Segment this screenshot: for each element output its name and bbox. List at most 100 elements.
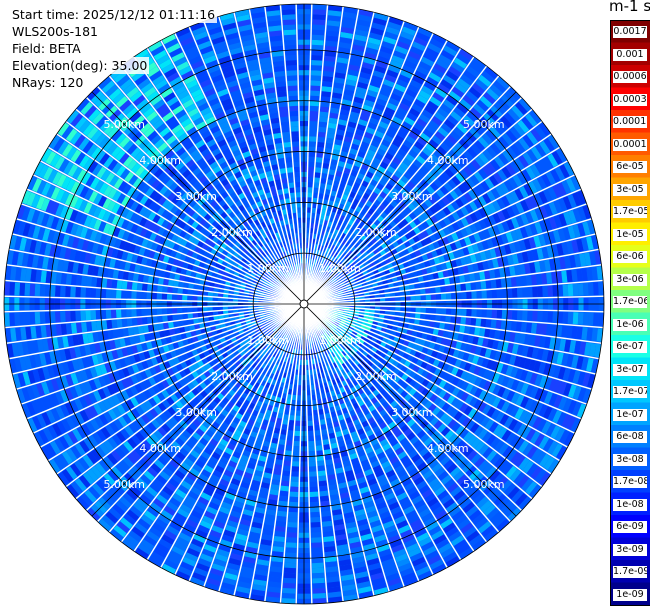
range-gate — [387, 21, 402, 31]
range-gate — [556, 352, 564, 365]
range-gate — [465, 419, 476, 431]
range-gate — [563, 161, 575, 176]
range-gate — [356, 283, 363, 288]
range-gate — [416, 443, 426, 453]
range-gate — [330, 411, 337, 418]
range-gate — [314, 254, 319, 261]
range-gate — [397, 179, 406, 188]
range-gate — [460, 257, 467, 266]
range-gate — [388, 178, 397, 187]
range-gate — [318, 352, 323, 358]
range-gate — [373, 381, 381, 389]
range-gate — [333, 400, 340, 407]
range-gate — [424, 236, 433, 245]
range-gate — [405, 223, 413, 232]
range-gate — [562, 227, 571, 240]
range-gate — [357, 449, 366, 458]
range-gate — [464, 325, 471, 334]
range-gate — [343, 465, 353, 472]
range-gate — [445, 193, 455, 203]
range-gate — [283, 577, 296, 584]
range-gate — [518, 457, 530, 471]
range-gate — [286, 537, 297, 543]
range-gate — [337, 261, 343, 267]
range-gate — [412, 523, 425, 534]
range-gate — [381, 460, 391, 469]
range-gate — [315, 445, 323, 451]
range-gate — [359, 168, 367, 176]
range-gate — [321, 339, 326, 346]
range-gate — [413, 382, 421, 391]
range-gate — [420, 433, 430, 443]
range-gate — [322, 327, 328, 333]
range-gate — [327, 174, 335, 181]
range-gate — [283, 567, 296, 574]
range-gate — [410, 422, 419, 432]
range-gate — [322, 199, 329, 206]
range-gate — [418, 536, 432, 547]
range-gate — [449, 242, 458, 251]
range-gate — [538, 234, 547, 247]
range-gate — [384, 310, 391, 315]
range-gate — [501, 310, 508, 320]
range-gate — [323, 60, 335, 67]
range-gate — [275, 525, 286, 533]
range-gate — [435, 409, 445, 420]
range-gate — [340, 369, 347, 376]
range-gate — [416, 65, 430, 76]
range-gate — [353, 467, 363, 475]
range-gate — [426, 251, 434, 260]
range-gate — [290, 476, 299, 482]
range-gate — [559, 338, 566, 352]
range-gate — [309, 481, 318, 487]
range-gate — [348, 174, 357, 182]
range-gate — [596, 328, 603, 342]
range-gate — [511, 253, 519, 265]
range-gate — [587, 312, 594, 326]
range-gate — [385, 129, 396, 139]
range-gate — [437, 470, 449, 481]
range-gate — [402, 441, 412, 451]
range-gate — [309, 486, 318, 493]
range-gate — [406, 418, 416, 428]
range-gate — [455, 258, 463, 267]
range-gate — [552, 184, 562, 198]
range-gate — [418, 353, 426, 361]
range-gate — [331, 185, 339, 192]
range-gate — [566, 269, 573, 283]
range-gate — [518, 137, 530, 151]
range-gate — [472, 410, 482, 422]
range-gate — [311, 60, 323, 66]
range-gate — [428, 258, 436, 266]
range-gate — [369, 32, 383, 41]
range-gate — [360, 267, 367, 273]
range-gate — [453, 490, 466, 502]
range-gate — [383, 563, 397, 572]
range-gate — [543, 203, 553, 217]
range-gate — [345, 282, 351, 287]
range-gate — [422, 128, 434, 139]
range-gate — [486, 162, 497, 174]
range-gate — [310, 516, 321, 523]
range-gate — [393, 429, 403, 438]
range-gate — [407, 259, 415, 267]
range-gate — [355, 513, 367, 522]
range-gate — [342, 16, 356, 24]
range-gate — [482, 404, 492, 415]
range-gate — [506, 255, 514, 266]
range-gate — [484, 529, 498, 542]
range-gate — [463, 405, 473, 416]
range-gate — [567, 369, 576, 383]
range-gate — [384, 430, 393, 439]
range-gate — [527, 310, 533, 321]
range-gate — [411, 271, 418, 278]
range-gate — [561, 353, 569, 366]
range-gate — [503, 416, 514, 429]
range-gate — [291, 466, 300, 472]
range-gate — [310, 70, 322, 76]
ray — [305, 21, 418, 300]
range-gate — [415, 195, 424, 205]
range-gate — [541, 273, 548, 285]
range-gate — [447, 115, 459, 126]
range-gate — [381, 227, 389, 235]
